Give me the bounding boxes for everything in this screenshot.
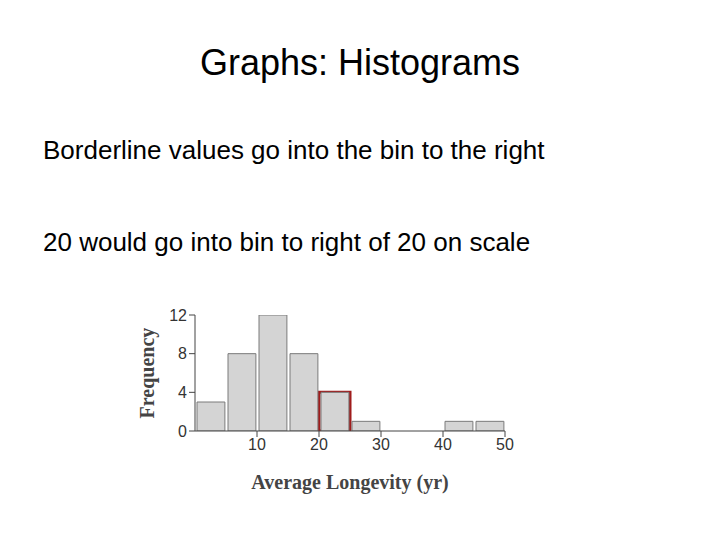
html-text:Graphs: Histograms: Graphs: Histograms — [199, 42, 520, 83]
svg-text:50: 50 — [496, 436, 514, 453]
svg-text:0: 0 — [178, 423, 187, 440]
svg-text:30: 30 — [372, 436, 390, 453]
svg-text:8: 8 — [178, 345, 187, 362]
html-text:20 would go into bin to right: 20 would go into bin to right of 20 on s… — [43, 227, 531, 257]
svg-text:Frequency: Frequency — [136, 328, 159, 419]
svg-text:12: 12 — [169, 307, 187, 324]
svg-text:4: 4 — [178, 384, 187, 401]
svg-text:10: 10 — [248, 436, 266, 453]
svg-text:Average Longevity (yr): Average Longevity (yr) — [251, 471, 448, 494]
html-text:Borderline values go into the: Borderline values go into the bin to the… — [43, 135, 545, 165]
svg-text:20: 20 — [310, 436, 328, 453]
svg-text:40: 40 — [434, 436, 452, 453]
